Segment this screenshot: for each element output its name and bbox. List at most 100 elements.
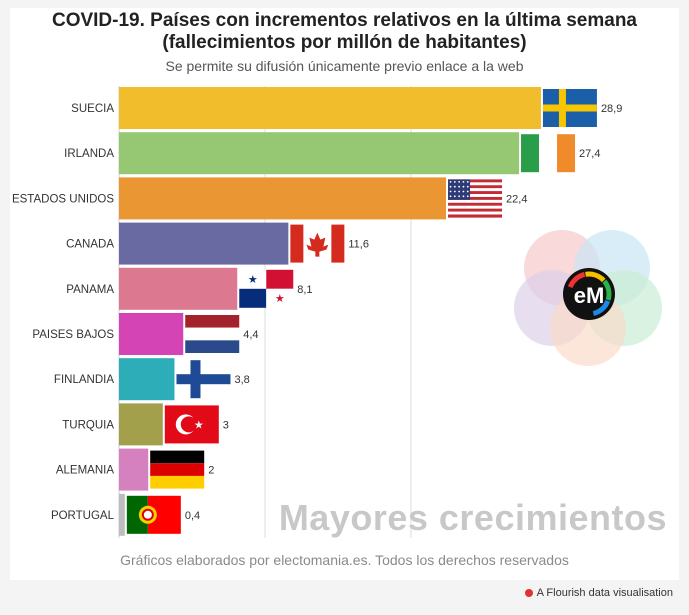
flag-star bbox=[466, 181, 469, 183]
flag-quarter bbox=[239, 288, 267, 308]
flag-stripe bbox=[448, 202, 503, 206]
bar bbox=[119, 87, 541, 129]
flag-star bbox=[462, 181, 465, 183]
category-label: ALEMANIA bbox=[56, 465, 114, 477]
title-line-1: COVID-19. Países con incrementos relativ… bbox=[51, 10, 637, 31]
flag-shield bbox=[141, 508, 154, 521]
flag-stripe bbox=[448, 199, 503, 203]
category-label: PORTUGAL bbox=[51, 510, 115, 522]
category-label: IRLANDA bbox=[64, 148, 114, 160]
flag-star bbox=[462, 190, 465, 193]
value-label: 2 bbox=[208, 465, 214, 477]
logo-text: eM bbox=[574, 283, 605, 308]
bar bbox=[119, 403, 163, 446]
flourish-label: A Flourish data visualisation bbox=[536, 587, 673, 599]
flag-star bbox=[449, 195, 452, 198]
title-line-2: (fallecimientos por millón de habitantes… bbox=[162, 32, 527, 53]
bar-row: ESTADOS UNIDOS 22,4 bbox=[12, 177, 527, 220]
flag-stripe bbox=[150, 463, 205, 476]
flag-quarter bbox=[239, 269, 267, 289]
flag-sweden-icon bbox=[542, 89, 597, 127]
flag-star bbox=[458, 181, 461, 183]
flag-star bbox=[453, 185, 456, 188]
flag-stripe bbox=[448, 208, 503, 212]
flag-stripe bbox=[185, 327, 240, 341]
flag-stripe bbox=[185, 315, 240, 328]
bar-row: PAISES BAJOS 4,4 bbox=[32, 313, 259, 355]
flag-canada-icon bbox=[290, 224, 345, 263]
flag-turkey-icon: ★ bbox=[164, 405, 219, 444]
flag-star bbox=[462, 195, 465, 198]
value-label: 28,9 bbox=[601, 103, 622, 115]
value-label: 11,6 bbox=[348, 239, 369, 251]
flag-band bbox=[290, 224, 304, 263]
flag-star: ★ bbox=[194, 419, 204, 431]
flag-stripe bbox=[448, 182, 503, 186]
value-label: 4,4 bbox=[243, 329, 258, 341]
bar-row: CANADA 11,6 bbox=[66, 222, 369, 265]
category-label: PANAMA bbox=[66, 284, 114, 296]
value-label: 3 bbox=[223, 419, 229, 431]
flourish-credit[interactable]: A Flourish data visualisation bbox=[524, 587, 673, 599]
flag-stripe bbox=[150, 450, 205, 464]
flag-stripe bbox=[448, 205, 503, 209]
flag-finland-icon bbox=[176, 360, 231, 399]
flag-stripe bbox=[448, 185, 503, 189]
value-label: 8,1 bbox=[297, 284, 312, 296]
flag-star bbox=[466, 190, 469, 193]
flag-stripe bbox=[448, 179, 503, 183]
flag-ireland-icon bbox=[521, 134, 576, 173]
flag-star: ★ bbox=[275, 293, 285, 305]
bar-row: SUECIA 28,9 bbox=[71, 87, 622, 129]
flag-star bbox=[453, 195, 456, 198]
bar-row: ALEMANIA 2 bbox=[56, 448, 214, 491]
value-label: 22,4 bbox=[506, 193, 527, 205]
bar-row: FINLANDIA 3,8 bbox=[54, 358, 250, 401]
maple-leaf bbox=[306, 232, 329, 257]
flag-stripe bbox=[448, 188, 503, 192]
value-label: 27,4 bbox=[579, 148, 600, 160]
bar-row: IRLANDA 27,4 bbox=[64, 132, 600, 175]
bar bbox=[119, 493, 125, 536]
flag-cross-h bbox=[542, 104, 597, 112]
flag-star bbox=[466, 185, 469, 188]
flag-star bbox=[458, 190, 461, 193]
flag-netherlands-icon bbox=[185, 315, 240, 353]
watermark-text: Mayores crecimientos bbox=[278, 497, 667, 538]
flag-cross-h bbox=[176, 374, 231, 385]
flourish-icon bbox=[524, 589, 533, 597]
flag-star bbox=[453, 181, 456, 183]
flag-panama-icon: ★★ bbox=[239, 269, 294, 308]
bar bbox=[119, 358, 175, 401]
flag-star bbox=[458, 195, 461, 198]
flag-quarter bbox=[266, 269, 294, 289]
bar-row: PANAMA ★★8,1 bbox=[66, 267, 313, 310]
flag-star bbox=[449, 181, 452, 183]
flag-portugal-icon bbox=[126, 495, 181, 534]
flag-star bbox=[462, 185, 465, 188]
category-label: TURQUIA bbox=[62, 419, 114, 431]
chart-subtitle: Se permite su difusión únicamente previo… bbox=[165, 58, 524, 74]
bar bbox=[119, 267, 238, 310]
flag-stripe bbox=[185, 340, 240, 353]
flag-star bbox=[466, 195, 469, 198]
electomania-logo: eM bbox=[514, 230, 662, 366]
flag-stripe bbox=[539, 134, 558, 173]
flag-star bbox=[449, 190, 452, 193]
category-label: FINLANDIA bbox=[54, 374, 114, 386]
flag-crescent-cut bbox=[180, 416, 197, 433]
flag-stripe bbox=[448, 196, 503, 201]
category-label: ESTADOS UNIDOS bbox=[12, 193, 114, 205]
bar bbox=[119, 448, 149, 491]
flag-stripe bbox=[557, 134, 576, 173]
flag-band bbox=[126, 495, 148, 534]
category-label: CANADA bbox=[66, 239, 114, 251]
category-label: SUECIA bbox=[71, 103, 114, 115]
bar bbox=[119, 222, 289, 265]
flag-star bbox=[458, 185, 461, 188]
flag-quarter bbox=[266, 288, 294, 308]
bar bbox=[119, 313, 184, 355]
bar-row: PORTUGAL 0,4 bbox=[51, 493, 200, 536]
flag-stripe bbox=[448, 211, 503, 215]
flag-stripe bbox=[448, 191, 503, 195]
